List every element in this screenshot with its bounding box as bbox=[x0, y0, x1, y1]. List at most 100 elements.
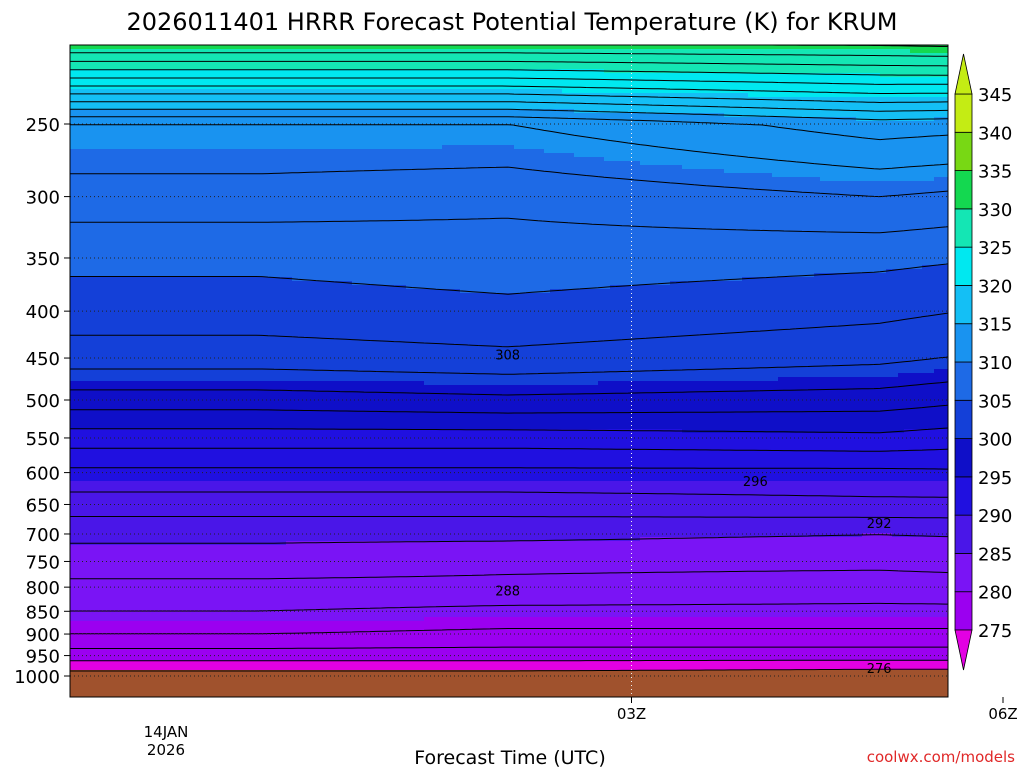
theta-cell bbox=[388, 97, 395, 102]
theta-cell bbox=[142, 161, 149, 166]
theta-cell bbox=[796, 169, 803, 174]
theta-cell bbox=[172, 149, 179, 154]
theta-cell bbox=[520, 141, 527, 146]
theta-cell bbox=[310, 169, 317, 174]
theta-cell bbox=[772, 53, 779, 58]
theta-cell bbox=[874, 89, 881, 94]
theta-cell bbox=[556, 89, 563, 94]
theta-cell bbox=[778, 93, 785, 98]
theta-cell bbox=[280, 165, 287, 170]
theta-cell bbox=[862, 129, 869, 134]
theta-cell bbox=[802, 153, 809, 158]
theta-cell bbox=[514, 161, 521, 166]
theta-cell bbox=[256, 53, 263, 58]
theta-cell bbox=[766, 161, 773, 166]
theta-cell bbox=[676, 93, 683, 98]
theta-cell bbox=[226, 165, 233, 170]
theta-cell bbox=[850, 137, 857, 142]
theta-cell bbox=[838, 117, 845, 122]
theta-cell bbox=[688, 133, 695, 138]
theta-cell bbox=[544, 85, 551, 90]
theta-cell bbox=[868, 173, 875, 178]
theta-cell bbox=[868, 113, 875, 118]
theta-cell bbox=[898, 49, 905, 54]
theta-cell bbox=[640, 161, 647, 166]
theta-cell bbox=[556, 173, 563, 178]
theta-cell bbox=[694, 169, 701, 174]
theta-cell bbox=[748, 65, 755, 70]
theta-cell bbox=[874, 57, 881, 62]
theta-cell bbox=[886, 129, 893, 134]
theta-cell bbox=[118, 165, 125, 170]
theta-cell bbox=[814, 93, 821, 98]
theta-cell bbox=[688, 49, 695, 54]
theta-cell bbox=[166, 153, 173, 158]
theta-cell bbox=[640, 65, 647, 70]
theta-cell bbox=[736, 89, 743, 94]
theta-cell bbox=[484, 53, 491, 58]
theta-cell bbox=[856, 173, 863, 178]
theta-cell bbox=[604, 153, 611, 158]
theta-cell bbox=[280, 141, 287, 146]
theta-cell bbox=[496, 53, 503, 58]
theta-cell bbox=[118, 157, 125, 162]
theta-cell bbox=[430, 177, 437, 182]
theta-cell bbox=[940, 45, 947, 50]
theta-cell bbox=[634, 173, 641, 178]
theta-cell bbox=[646, 153, 653, 158]
theta-cell bbox=[940, 129, 947, 134]
theta-cell bbox=[724, 149, 731, 154]
theta-cell bbox=[172, 161, 179, 166]
theta-cell bbox=[694, 45, 701, 50]
theta-cell bbox=[232, 137, 239, 142]
theta-cell bbox=[826, 137, 833, 142]
theta-cell bbox=[424, 169, 431, 174]
theta-cell bbox=[754, 85, 761, 90]
theta-cell bbox=[124, 145, 131, 150]
theta-cell bbox=[268, 53, 275, 58]
theta-cell bbox=[874, 133, 881, 138]
theta-cell bbox=[682, 157, 689, 162]
theta-cell bbox=[664, 69, 671, 74]
theta-cell bbox=[916, 157, 923, 162]
theta-cell bbox=[466, 65, 473, 70]
theta-cell bbox=[922, 105, 929, 110]
theta-cell bbox=[796, 101, 803, 106]
theta-cell bbox=[430, 129, 437, 134]
theta-cell bbox=[196, 45, 203, 50]
theta-cell bbox=[436, 133, 443, 138]
theta-cell bbox=[808, 177, 815, 182]
theta-cell bbox=[802, 125, 809, 130]
theta-cell bbox=[940, 49, 947, 54]
theta-cell bbox=[520, 149, 527, 154]
theta-cell bbox=[154, 157, 161, 162]
theta-cell bbox=[262, 53, 269, 58]
theta-cell bbox=[640, 169, 647, 174]
theta-cell bbox=[538, 149, 545, 154]
theta-cell bbox=[508, 153, 515, 158]
theta-cell bbox=[808, 65, 815, 70]
theta-cell bbox=[946, 153, 953, 158]
theta-cell bbox=[838, 125, 845, 130]
theta-cell bbox=[112, 161, 119, 166]
theta-cell bbox=[844, 129, 851, 134]
theta-cell bbox=[532, 105, 539, 110]
theta-cell bbox=[574, 113, 581, 118]
theta-cell bbox=[538, 45, 545, 50]
theta-cell bbox=[838, 157, 845, 162]
theta-cell bbox=[124, 157, 131, 162]
theta-cell bbox=[856, 93, 863, 98]
theta-cell bbox=[244, 161, 251, 166]
theta-cell bbox=[292, 149, 299, 154]
theta-cell bbox=[202, 177, 209, 182]
theta-cell bbox=[136, 65, 143, 70]
theta-cell bbox=[724, 101, 731, 106]
theta-cell bbox=[532, 97, 539, 102]
theta-cell bbox=[772, 57, 779, 62]
theta-cell bbox=[778, 129, 785, 134]
theta-cell bbox=[844, 161, 851, 166]
theta-cell bbox=[406, 97, 413, 102]
theta-cell bbox=[238, 125, 245, 130]
theta-cell bbox=[766, 153, 773, 158]
theta-cell bbox=[418, 73, 425, 78]
